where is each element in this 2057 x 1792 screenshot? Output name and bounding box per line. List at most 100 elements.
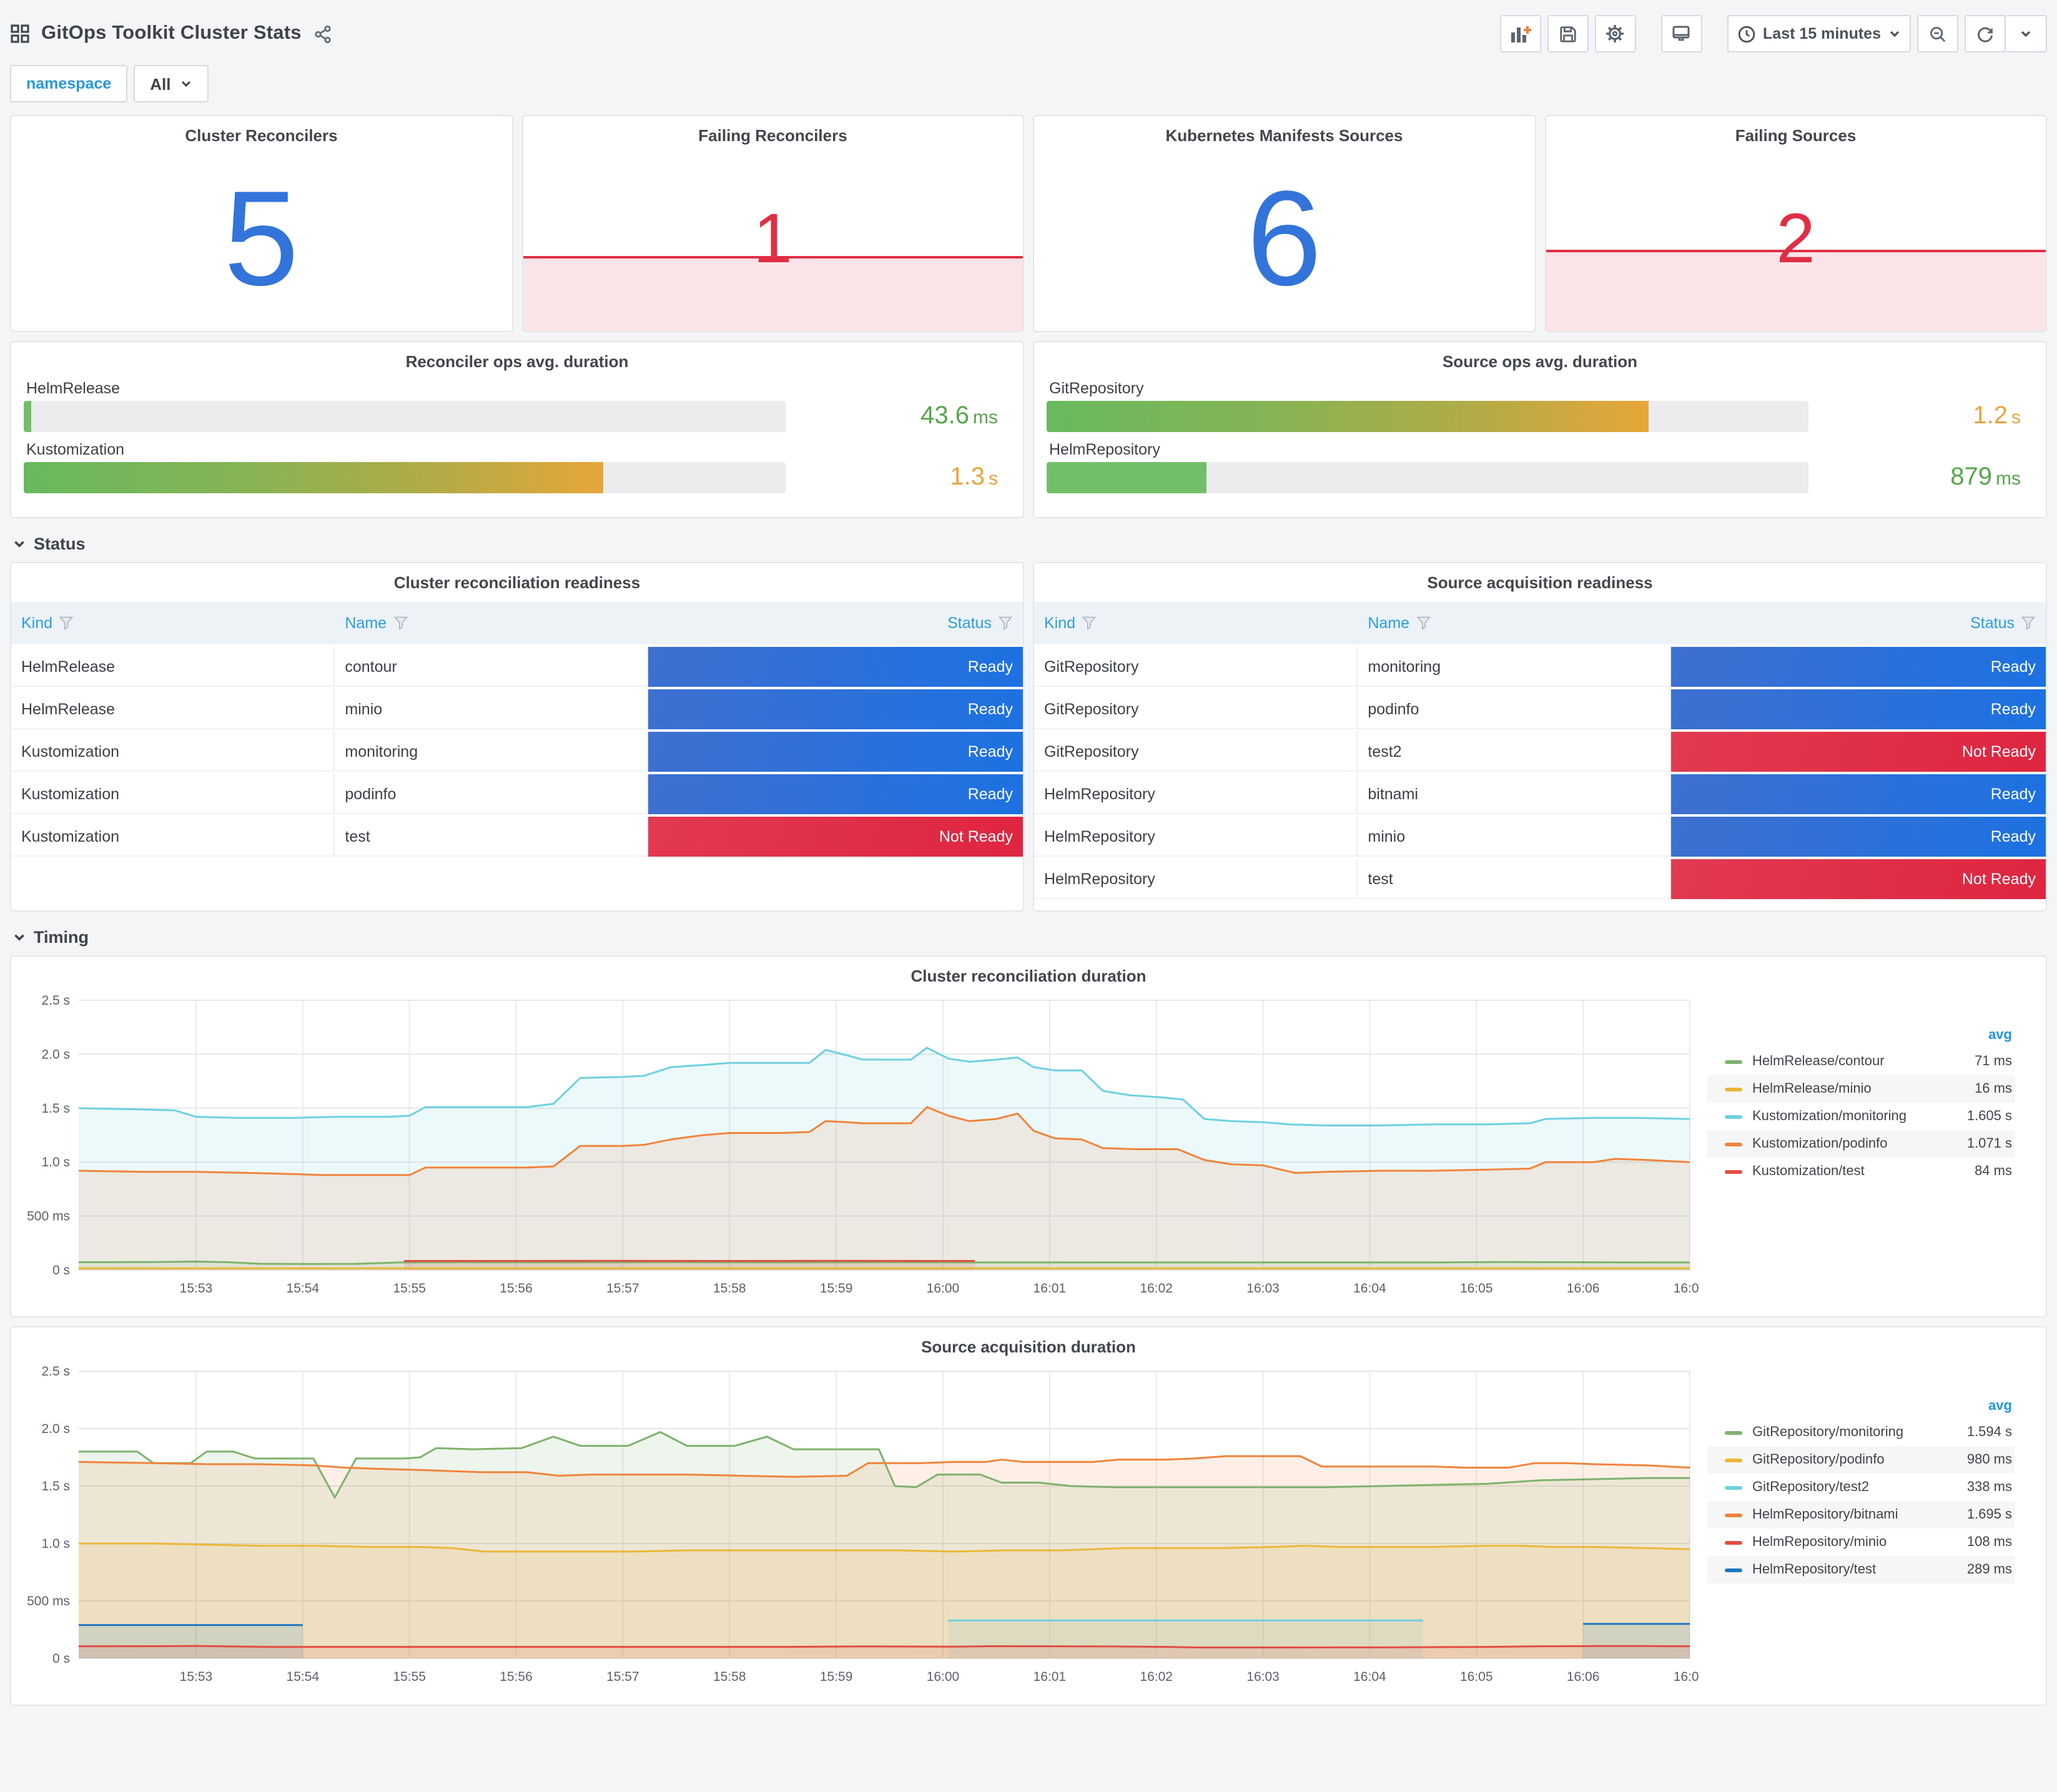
legend-avg-value: 1.695 s [1966,1507,2012,1522]
dashboard-toolbar: Last 15 minutes [1499,15,2047,52]
variable-namespace-select[interactable]: All [134,65,209,102]
legend-item[interactable]: GitRepository/monitoring 1.594 s [1707,1419,2015,1446]
panel-title[interactable]: Source acquisition duration [921,1337,1136,1356]
kiosk-tv-button[interactable] [1660,15,1702,52]
panel-title[interactable]: Failing Sources [1735,126,1857,145]
cell-name: contour [335,647,649,687]
gauge-label: Kustomization [26,441,125,458]
legend-item[interactable]: Kustomization/podinfo 1.071 s [1707,1130,2015,1158]
cell-kind: Kustomization [11,774,335,814]
svg-text:16:06: 16:06 [1567,1670,1600,1684]
filter-icon[interactable] [393,616,408,631]
apps-grid-icon[interactable] [10,24,30,44]
panel-title[interactable]: Cluster reconciliation readiness [393,573,641,592]
legend-item[interactable]: Kustomization/test 84 ms [1707,1158,2015,1185]
svg-text:16:07: 16:07 [1674,1670,1700,1684]
svg-text:0 s: 0 s [52,1652,70,1666]
cell-name: minio [1358,817,1672,857]
svg-text:16:02: 16:02 [1140,1281,1173,1296]
refresh-button[interactable] [1965,15,2006,52]
section-status[interactable]: Status [12,534,2047,553]
column-header-status[interactable]: Status [1672,602,2046,644]
table-row: Kustomization monitoring Ready [11,732,1023,772]
legend-item[interactable]: HelmRepository/test 289 ms [1707,1556,2015,1583]
zoom-out-button[interactable] [1917,15,1958,52]
gauge-bar [24,462,603,493]
page-title: GitOps Toolkit Cluster Stats [41,22,302,44]
gauge-track [24,462,786,493]
column-header-name[interactable]: Name [1358,602,1671,644]
section-timing[interactable]: Timing [12,928,2047,947]
cell-status: Ready [1671,647,2046,687]
refresh-interval-dropdown[interactable] [2006,15,2047,52]
legend-item[interactable]: GitRepository/podinfo 980 ms [1707,1446,2015,1474]
legend-swatch [1725,1087,1742,1091]
time-range-label: Last 15 minutes [1763,25,1881,42]
chevron-down-icon [14,541,24,548]
column-header-status[interactable]: Status [649,602,1023,644]
filter-icon[interactable] [1082,616,1097,631]
cell-status: Not Ready [648,817,1023,857]
legend-swatch [1725,1458,1742,1462]
svg-text:500 ms: 500 ms [27,1209,70,1224]
cell-status: Ready [648,774,1023,814]
stat-value: 1 [753,198,792,277]
legend-swatch [1725,1115,1742,1118]
chart-cluster-reconciliation-duration: Cluster reconciliation duration 0 s 500 m… [10,955,2047,1317]
timeseries-plot[interactable]: 0 s 500 ms 1.0 s 1.5 s 2.0 s 2.5 s 15:53 15:54 1… [16,988,1700,1302]
svg-text:16:06: 16:06 [1567,1281,1600,1296]
legend-series-name: Kustomization/monitoring [1752,1109,1907,1124]
timeseries-plot[interactable]: 0 s 500 ms 1.0 s 1.5 s 2.0 s 2.5 s 15:53 15:54 1… [16,1359,1700,1691]
panel-title[interactable]: Cluster reconciliation duration [910,967,1147,985]
column-header-kind[interactable]: Kind [1034,602,1358,644]
panel-title[interactable]: Cluster Reconcilers [185,126,338,145]
legend-avg-value: 1.605 s [1966,1109,2012,1124]
panel-title[interactable]: Source acquisition readiness [1427,573,1653,592]
legend-swatch [1725,1485,1742,1489]
table-cluster-readiness: Cluster reconciliation readiness Kind Nam… [10,562,1024,912]
filter-icon[interactable] [2021,616,2036,631]
panel-title[interactable]: Failing Reconcilers [698,126,847,145]
dashboard-settings-button[interactable] [1594,15,1636,52]
svg-text:15:57: 15:57 [606,1281,639,1296]
svg-text:15:55: 15:55 [393,1281,426,1296]
cell-status: Not Ready [1671,732,2046,772]
gauge-value: 1.3 s [950,463,998,491]
section-title: Timing [34,928,89,947]
share-icon[interactable] [314,24,333,43]
panel-title[interactable]: Source ops avg. duration [1442,352,1638,371]
cell-name: podinfo [335,774,649,814]
svg-text:16:02: 16:02 [1140,1670,1173,1684]
legend-avg-header[interactable]: avg [1988,1399,2012,1414]
legend-series-name: HelmRepository/bitnami [1752,1507,1898,1522]
svg-text:16:03: 16:03 [1246,1281,1280,1296]
save-dashboard-button[interactable] [1547,15,1589,52]
svg-text:15:59: 15:59 [820,1670,853,1684]
time-range-picker[interactable]: Last 15 minutes [1727,15,1911,52]
column-header-name[interactable]: Name [335,602,648,644]
filter-icon[interactable] [1416,616,1431,631]
cell-name: bitnami [1358,774,1672,814]
svg-text:16:01: 16:01 [1033,1281,1067,1296]
legend-item[interactable]: HelmRelease/minio 16 ms [1707,1075,2015,1103]
panel-title[interactable]: Kubernetes Manifests Sources [1165,126,1403,145]
legend-item[interactable]: HelmRelease/contour 71 ms [1707,1048,2015,1075]
table-row: GitRepository podinfo Ready [1034,689,2046,729]
gauge-row-gitrepository: GitRepository 1.2 s [1034,380,2046,432]
legend-item[interactable]: HelmRepository/bitnami 1.695 s [1707,1501,2015,1529]
gauge-row-kustomization: Kustomization 1.3 s [11,441,1023,493]
legend-avg-header[interactable]: avg [1988,1028,2012,1043]
legend-item[interactable]: Kustomization/monitoring 1.605 s [1707,1103,2015,1130]
panel-title[interactable]: Reconciler ops avg. duration [405,352,629,371]
legend-item[interactable]: GitRepository/test2 338 ms [1707,1474,2015,1501]
legend-avg-value: 84 ms [1975,1164,2012,1179]
legend-item[interactable]: HelmRepository/minio 108 ms [1707,1529,2015,1556]
filter-icon[interactable] [998,616,1013,631]
column-header-kind[interactable]: Kind [11,602,335,644]
gauge-bar [24,401,32,432]
svg-text:15:58: 15:58 [713,1281,746,1296]
filter-icon[interactable] [59,616,74,631]
gauge-bar [1047,401,1649,432]
add-panel-button[interactable] [1499,15,1541,52]
